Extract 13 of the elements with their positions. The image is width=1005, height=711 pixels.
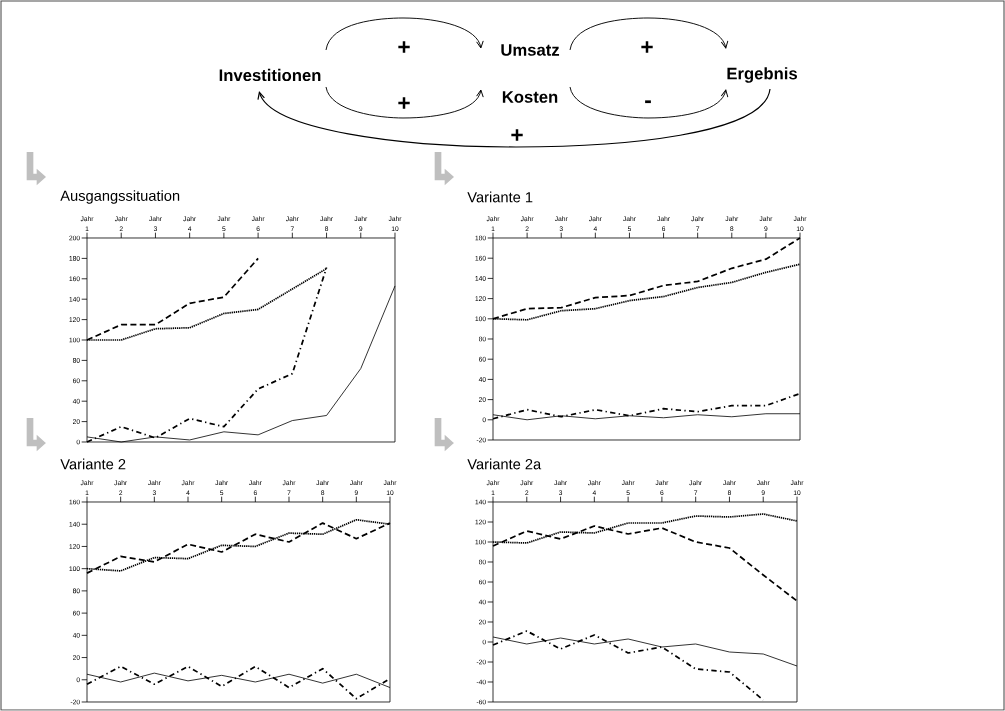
text: Ergebnis	[727, 67, 797, 83]
text: +	[398, 41, 410, 53]
text: Kosten	[502, 91, 558, 103]
chart-title: Variante 2a	[467, 458, 542, 470]
text: +	[398, 97, 410, 109]
text: +	[511, 129, 523, 141]
chart-title: Ausgangssituation	[60, 190, 180, 204]
text: Umsatz	[501, 44, 560, 56]
chart-title: Variante 2	[60, 458, 126, 470]
text: Investitionen	[219, 68, 321, 82]
text: -	[645, 100, 651, 104]
text: +	[641, 41, 653, 53]
chart-title: Variante 1	[467, 191, 533, 203]
